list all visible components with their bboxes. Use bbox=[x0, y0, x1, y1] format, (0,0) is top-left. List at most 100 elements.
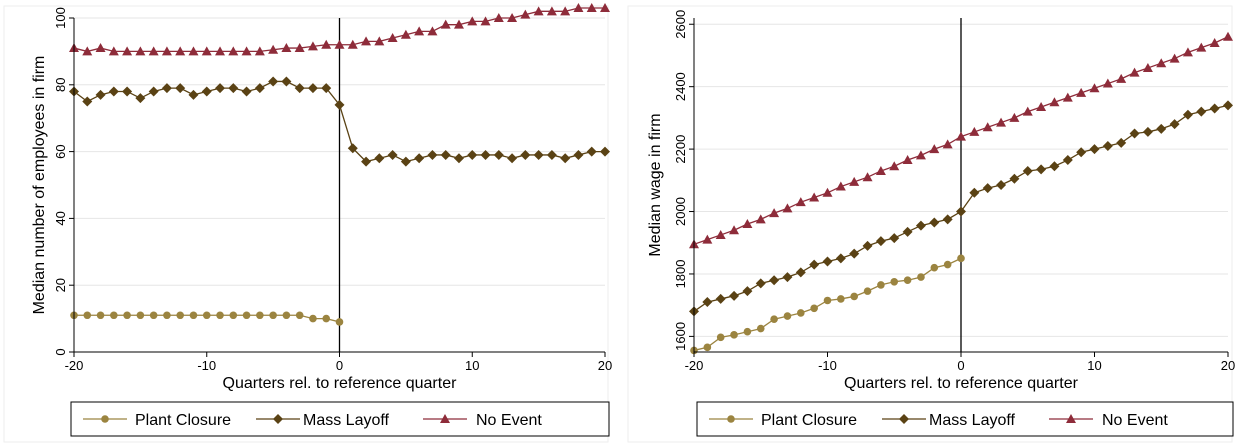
data-point-mass-layoff bbox=[215, 83, 226, 94]
data-point-mass-layoff bbox=[1142, 126, 1153, 137]
data-point-mass-layoff bbox=[507, 153, 518, 164]
data-point-plant-closure bbox=[163, 311, 171, 320]
data-point-no-event bbox=[1209, 37, 1220, 47]
data-point-mass-layoff bbox=[1062, 155, 1073, 166]
data-point-mass-layoff bbox=[822, 256, 833, 267]
y-tick-label: 2000 bbox=[673, 197, 688, 226]
data-point-no-event bbox=[414, 26, 425, 36]
circle-marker-icon bbox=[727, 415, 735, 423]
data-point-mass-layoff bbox=[875, 236, 886, 247]
y-tick-label: 2200 bbox=[673, 135, 688, 164]
data-point-mass-layoff bbox=[560, 153, 571, 164]
data-point-mass-layoff bbox=[533, 149, 544, 160]
data-point-no-event bbox=[400, 29, 411, 39]
data-point-plant-closure bbox=[202, 311, 211, 320]
data-point-mass-layoff bbox=[148, 86, 159, 97]
data-point-no-event bbox=[108, 46, 119, 56]
x-tick-label: 0 bbox=[957, 358, 964, 373]
legend: Plant Closure Mass Layoff No Event bbox=[696, 401, 1234, 437]
data-point-no-event bbox=[201, 46, 212, 56]
data-point-mass-layoff bbox=[915, 220, 926, 231]
triangle-marker-icon bbox=[1066, 414, 1076, 423]
data-point-mass-layoff bbox=[427, 149, 438, 160]
data-point-no-event bbox=[1089, 83, 1100, 93]
data-point-no-event bbox=[996, 117, 1007, 127]
y-tick-label: 2400 bbox=[673, 72, 688, 101]
x-tick-label: -10 bbox=[197, 358, 216, 373]
data-point-mass-layoff bbox=[795, 267, 806, 278]
legend-box bbox=[70, 401, 610, 437]
panel-background bbox=[3, 5, 609, 443]
data-point-mass-layoff bbox=[254, 83, 265, 94]
data-point-no-event bbox=[1196, 42, 1207, 52]
data-point-plant-closure bbox=[242, 311, 251, 320]
legend-label-no-event: No Event bbox=[1102, 412, 1168, 429]
data-point-no-event bbox=[387, 33, 398, 43]
data-point-no-event bbox=[188, 46, 199, 56]
data-point-no-event bbox=[161, 46, 172, 56]
data-point-mass-layoff bbox=[929, 217, 940, 228]
data-point-mass-layoff bbox=[361, 156, 372, 167]
data-point-mass-layoff bbox=[809, 259, 820, 270]
data-point-mass-layoff bbox=[241, 86, 252, 97]
x-tick-label: -20 bbox=[685, 358, 704, 373]
data-point-no-event bbox=[889, 161, 900, 171]
data-point-no-event bbox=[307, 41, 318, 51]
data-point-no-event bbox=[875, 165, 886, 175]
data-point-plant-closure bbox=[770, 315, 778, 324]
data-point-no-event bbox=[1036, 101, 1047, 111]
data-point-no-event bbox=[782, 203, 793, 213]
x-tick-label: 10 bbox=[1087, 358, 1101, 373]
data-point-plant-closure bbox=[890, 277, 899, 286]
y-tick-label: 0 bbox=[53, 348, 68, 355]
data-point-plant-closure bbox=[110, 311, 118, 320]
data-point-no-event bbox=[135, 46, 146, 56]
data-point-no-event bbox=[702, 234, 713, 244]
employees-chart-panel: 0 20 40 60 80 100 -20 -10 0 10 20 Quarters rel. to… bbox=[3, 2, 612, 443]
data-point-mass-layoff bbox=[387, 149, 398, 160]
data-point-plant-closure bbox=[295, 311, 304, 320]
data-point-mass-layoff bbox=[321, 83, 332, 94]
data-point-no-event bbox=[586, 2, 597, 12]
data-point-no-event bbox=[902, 155, 913, 165]
legend-marker-shape bbox=[727, 415, 735, 423]
data-point-mass-layoff bbox=[1009, 173, 1020, 184]
data-point-mass-layoff bbox=[889, 233, 900, 244]
x-tick-label: -10 bbox=[818, 358, 837, 373]
y-tick-label: 2600 bbox=[673, 10, 688, 39]
data-point-mass-layoff bbox=[1156, 123, 1167, 134]
data-point-mass-layoff bbox=[849, 248, 860, 259]
y-tick-label: 80 bbox=[53, 78, 68, 92]
data-point-plant-closure bbox=[716, 333, 725, 342]
data-point-mass-layoff bbox=[122, 86, 133, 97]
data-point-no-event bbox=[1049, 97, 1060, 107]
data-point-no-event bbox=[560, 6, 571, 16]
data-point-plant-closure bbox=[837, 295, 845, 303]
data-point-mass-layoff bbox=[201, 86, 212, 97]
data-point-no-event bbox=[755, 214, 766, 224]
data-point-mass-layoff bbox=[702, 297, 713, 308]
data-point-mass-layoff bbox=[586, 146, 597, 157]
series-no-event bbox=[689, 31, 1233, 249]
data-point-mass-layoff bbox=[715, 293, 726, 304]
data-point-mass-layoff bbox=[1022, 165, 1033, 176]
data-point-mass-layoff bbox=[996, 180, 1007, 190]
data-point-mass-layoff bbox=[520, 149, 531, 160]
data-point-mass-layoff bbox=[1209, 103, 1220, 114]
data-point-plant-closure bbox=[703, 343, 712, 352]
data-point-mass-layoff bbox=[982, 183, 993, 194]
data-point-mass-layoff bbox=[742, 286, 753, 297]
data-point-mass-layoff bbox=[956, 206, 966, 217]
data-point-mass-layoff bbox=[95, 89, 106, 100]
legend-marker-shape bbox=[899, 414, 909, 424]
data-point-no-event bbox=[241, 46, 252, 56]
axes: 0 20 40 60 80 100 -20 -10 0 10 20 bbox=[53, 7, 612, 373]
data-point-no-event bbox=[573, 2, 584, 12]
data-point-no-event bbox=[982, 122, 993, 132]
data-point-no-event bbox=[493, 13, 504, 22]
x-tick-label: 20 bbox=[598, 358, 612, 373]
data-point-mass-layoff bbox=[1169, 119, 1180, 130]
data-point-mass-layoff bbox=[294, 83, 305, 94]
data-point-no-event bbox=[507, 13, 518, 22]
data-point-plant-closure bbox=[96, 311, 105, 320]
